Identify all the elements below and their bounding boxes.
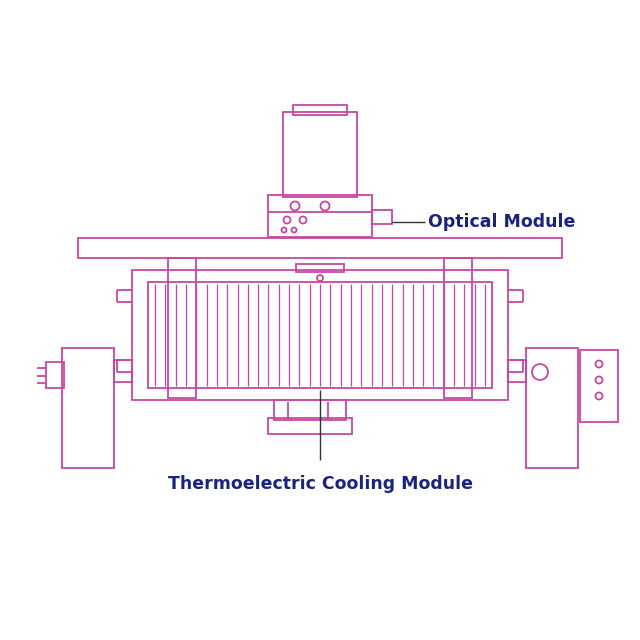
Bar (62, 348, 114, 468)
Bar (148, 282, 492, 388)
Bar (132, 270, 508, 400)
Text: Optical Module: Optical Module (428, 213, 575, 231)
Bar (283, 112, 357, 197)
Bar (293, 105, 347, 115)
Bar (268, 418, 352, 434)
Bar (114, 360, 132, 382)
Bar (268, 195, 372, 237)
Bar (274, 400, 346, 420)
Bar (46, 362, 64, 388)
Bar (580, 350, 618, 422)
Bar (508, 360, 526, 382)
Bar (526, 348, 578, 468)
Bar (296, 264, 344, 272)
Bar (168, 258, 196, 398)
Bar (444, 258, 472, 398)
Text: Thermoelectric Cooling Module: Thermoelectric Cooling Module (168, 475, 472, 493)
Bar (372, 210, 392, 224)
Bar (78, 238, 562, 258)
